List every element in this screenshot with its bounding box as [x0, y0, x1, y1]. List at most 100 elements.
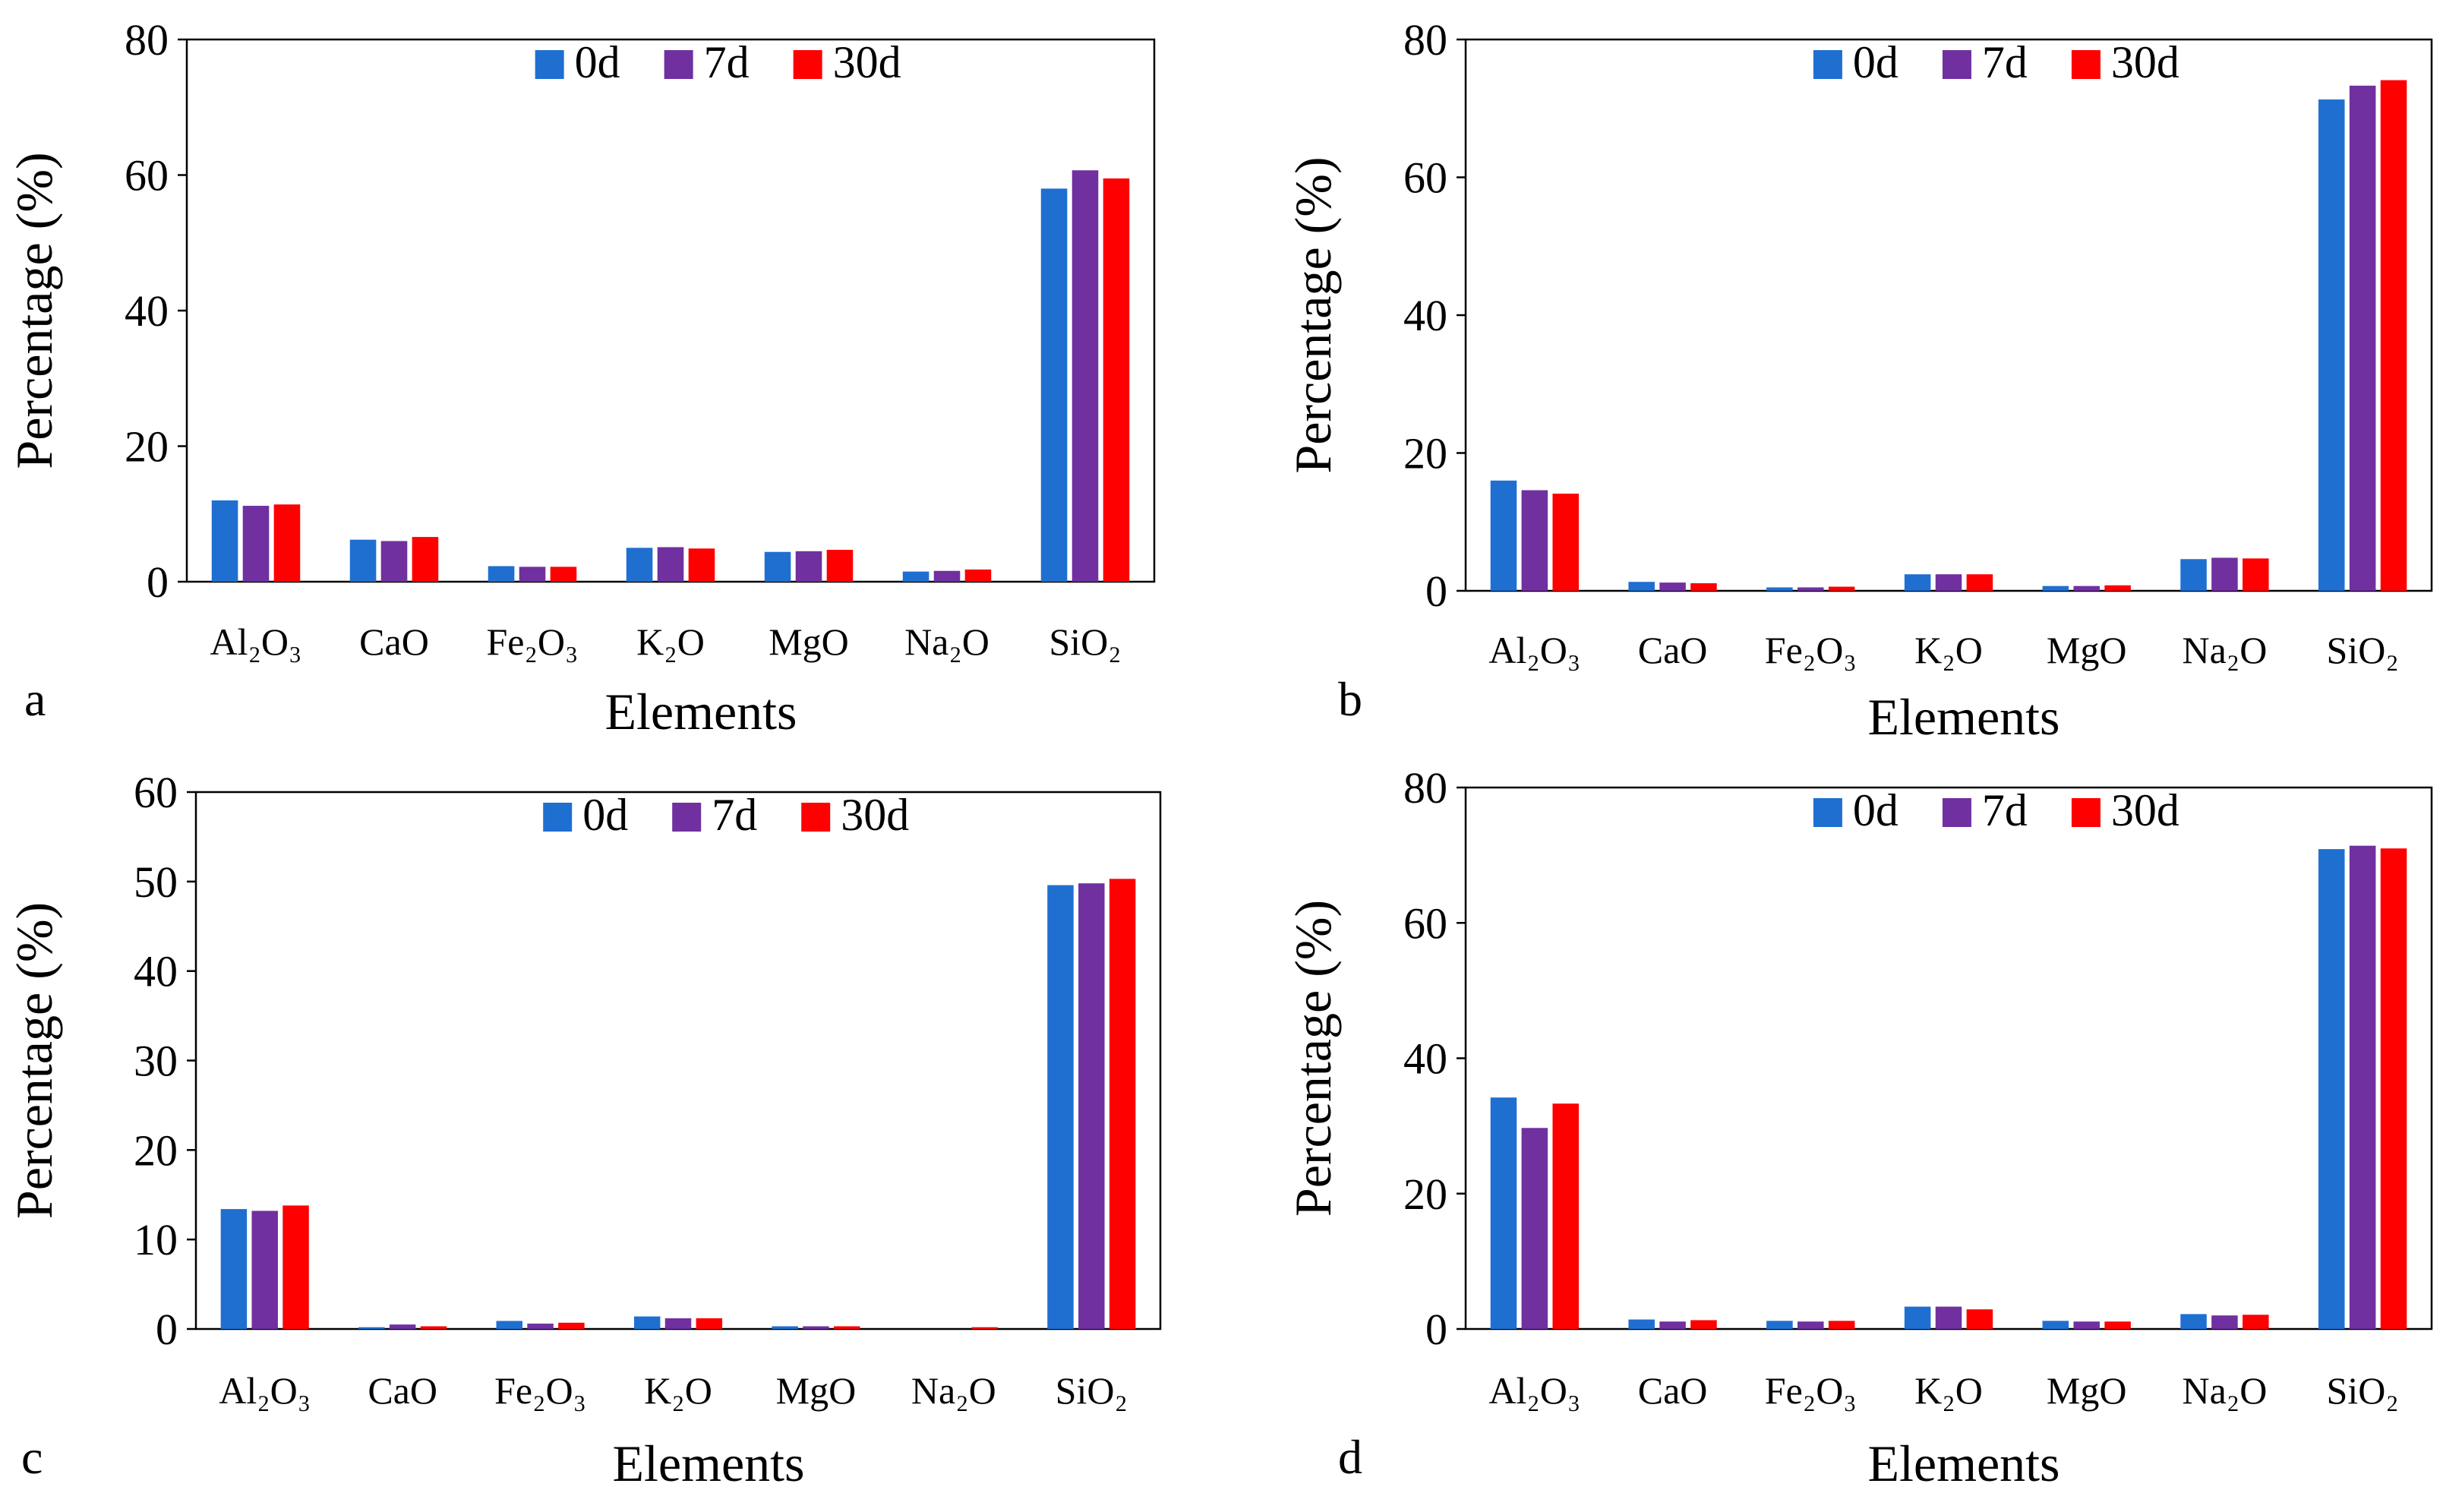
x-category-label: Fe₂O₃ — [1765, 629, 1857, 671]
x-category-label: SiO₂ — [1049, 620, 1121, 663]
bar-7d-3 — [1935, 574, 1962, 591]
legend-label-30d: 30d — [841, 790, 909, 840]
bar-30d-6 — [1109, 879, 1136, 1329]
bar-30d-2 — [558, 1322, 585, 1329]
bar-30d-5 — [2243, 558, 2269, 591]
legend-swatch-7d — [1942, 50, 1971, 79]
legend-label-0d: 0d — [1853, 37, 1899, 87]
bar-7d-2 — [1798, 587, 1824, 591]
bar-7d-3 — [1935, 1306, 1962, 1329]
bar-7d-2 — [1798, 1321, 1824, 1329]
x-category-label: SiO₂ — [2327, 1369, 2399, 1412]
bar-7d-5 — [933, 570, 961, 582]
bar-7d-4 — [795, 551, 822, 582]
x-category-label: Na₂O — [904, 620, 990, 663]
bar-30d-3 — [1966, 1309, 1993, 1329]
y-tick-label: 0 — [147, 557, 169, 607]
x-category-label: MgO — [2047, 1369, 2127, 1412]
x-category-label: Na₂O — [911, 1369, 996, 1412]
y-tick-label: 40 — [1403, 291, 1447, 340]
x-category-label: SiO₂ — [1056, 1369, 1128, 1412]
legend-swatch-7d — [1942, 798, 1971, 827]
legend-label-7d: 7d — [712, 790, 757, 840]
bar-7d-2 — [527, 1323, 554, 1329]
bar-0d-2 — [1766, 587, 1793, 591]
x-category-label: Na₂O — [2183, 629, 2268, 671]
y-tick-label: 0 — [156, 1305, 178, 1354]
bar-7d-0 — [242, 506, 270, 582]
bar-0d-4 — [764, 551, 791, 582]
x-category-label: SiO₂ — [2327, 629, 2399, 671]
y-tick-label: 20 — [1403, 1170, 1447, 1219]
bar-30d-5 — [964, 569, 992, 582]
panel-a: 0 20 40 60 80 Al₂O₃ CaO Fe₂O₃ K₂O MgO Na₂O SiO₂ 0d 7d… — [5, 15, 1156, 740]
x-category-label: CaO — [368, 1369, 437, 1412]
legend-label-7d: 7d — [1982, 785, 2028, 835]
bar-7d-3 — [664, 1318, 692, 1329]
bar-0d-2 — [488, 566, 515, 582]
bar-30d-1 — [412, 537, 439, 582]
legend-swatch-7d — [664, 50, 693, 79]
panel-letter: a — [24, 672, 46, 726]
bar-30d-1 — [1690, 1320, 1717, 1329]
x-axis-title: Elements — [612, 1435, 804, 1492]
bar-7d-6 — [1078, 883, 1105, 1329]
bar-0d-4 — [772, 1326, 798, 1329]
bar-7d-0 — [1521, 1128, 1548, 1329]
bar-0d-6 — [1047, 885, 1074, 1329]
bar-0d-1 — [349, 539, 377, 582]
bar-7d-0 — [251, 1211, 278, 1329]
x-category-label: K₂O — [1914, 1369, 1983, 1412]
bar-0d-0 — [1490, 480, 1517, 591]
bar-30d-6 — [2380, 80, 2407, 592]
bar-7d-4 — [803, 1326, 829, 1329]
bar-30d-3 — [696, 1318, 723, 1329]
bar-30d-5 — [971, 1327, 998, 1329]
x-axis-title: Elements — [604, 683, 797, 740]
y-tick-label: 30 — [134, 1037, 178, 1086]
panel-letter: c — [21, 1430, 43, 1484]
y-tick-label: 80 — [1403, 15, 1447, 65]
y-tick-label: 20 — [134, 1125, 178, 1175]
y-tick-label: 40 — [1403, 1034, 1447, 1084]
bar-7d-1 — [389, 1324, 416, 1329]
y-tick-label: 10 — [134, 1215, 178, 1264]
legend-swatch-30d — [2071, 798, 2101, 827]
legend-swatch-30d — [801, 803, 831, 832]
x-axis-title: Elements — [1867, 1435, 2060, 1492]
bar-7d-0 — [1521, 490, 1548, 591]
legend-label-30d: 30d — [833, 37, 901, 87]
bar-0d-5 — [2180, 559, 2207, 591]
x-category-label: Fe₂O₃ — [487, 620, 579, 663]
bar-0d-2 — [1766, 1321, 1793, 1329]
y-axis-title: Percentage (%) — [1284, 156, 1342, 473]
bar-30d-0 — [1552, 494, 1580, 591]
bar-7d-4 — [2073, 1321, 2100, 1329]
bar-7d-4 — [2073, 586, 2100, 591]
panel-b: 0 20 40 60 80 Al₂O₃ CaO Fe₂O₃ K₂O MgO Na₂O SiO₂ 0d 7d… — [1284, 15, 2433, 746]
bar-0d-5 — [902, 571, 930, 582]
bar-0d-0 — [220, 1209, 248, 1329]
bar-0d-3 — [1904, 1306, 1931, 1329]
panel-letter: b — [1338, 672, 1362, 726]
plot-frame — [185, 38, 1156, 583]
y-axis-title: Percentage (%) — [5, 152, 63, 469]
bar-7d-6 — [2349, 85, 2376, 592]
bar-0d-6 — [2318, 99, 2345, 591]
bar-7d-1 — [1659, 582, 1686, 591]
bar-0d-6 — [2318, 849, 2345, 1329]
y-tick-label: 0 — [1425, 567, 1447, 616]
y-axis-title: Percentage (%) — [5, 902, 63, 1219]
y-tick-label: 20 — [125, 422, 169, 472]
bar-0d-6 — [1040, 188, 1068, 582]
legend-swatch-30d — [793, 50, 822, 79]
x-category-label: Al₂O₃ — [210, 620, 302, 663]
x-category-label: K₂O — [636, 620, 705, 663]
x-category-label: MgO — [2047, 629, 2127, 671]
x-category-label: Al₂O₃ — [1488, 629, 1580, 671]
x-category-label: Al₂O₃ — [1488, 1369, 1580, 1412]
y-tick-label: 80 — [1403, 763, 1447, 813]
y-tick-label: 50 — [134, 857, 178, 907]
bar-30d-0 — [282, 1205, 309, 1329]
bar-30d-4 — [834, 1326, 860, 1329]
